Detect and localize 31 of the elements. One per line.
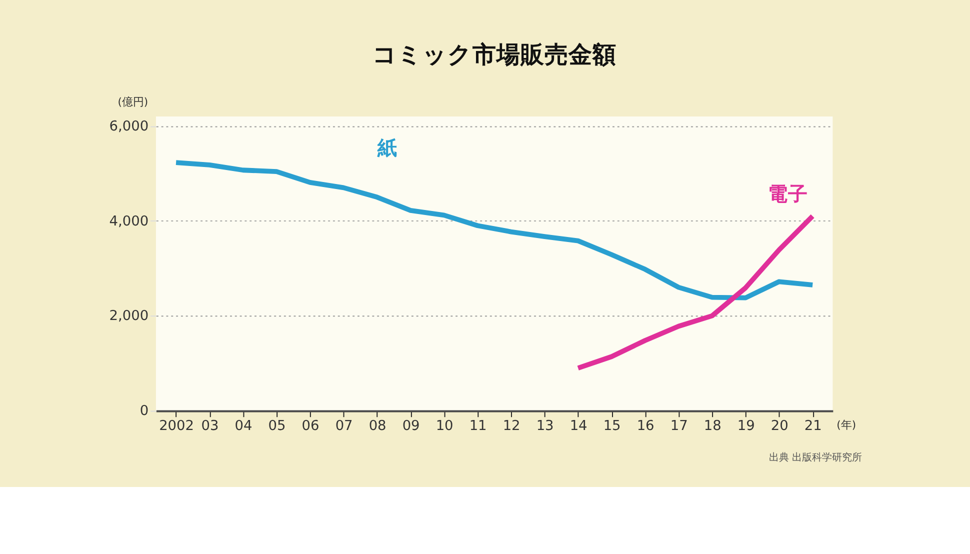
x-tick-label: 19 (737, 418, 755, 434)
x-tick-label: 12 (502, 418, 520, 434)
x-tick-label: 20 (770, 418, 788, 434)
x-tick-label: 11 (469, 418, 487, 434)
x-tick-label: 04 (234, 418, 252, 434)
x-tick-label: 06 (302, 418, 320, 434)
series-label: 電子 (768, 182, 808, 206)
x-tick-label: 21 (804, 418, 822, 434)
series-label: 紙 (376, 136, 398, 160)
source-note: 出典 出版科学研究所 (768, 452, 862, 464)
y-tick-label: 6,000 (109, 118, 149, 134)
x-axis-title: (年) (836, 418, 856, 432)
y-tick-label: 4,000 (109, 213, 149, 230)
y-axis-title: (億円) (118, 96, 148, 109)
x-tick-label: 05 (268, 418, 286, 434)
x-tick-label: 16 (636, 418, 654, 434)
x-tick-label: 08 (368, 418, 386, 434)
x-tick-label: 14 (570, 418, 588, 434)
x-tick-label: 17 (670, 418, 688, 434)
x-tick-label: 07 (335, 418, 353, 434)
x-tick-label: 10 (436, 418, 454, 434)
y-tick-label: 2,000 (109, 308, 149, 324)
line-series (576, 214, 816, 370)
y-tick-label: 0 (140, 403, 149, 420)
x-tick-label: 13 (536, 418, 554, 434)
x-tick-label: 18 (704, 418, 722, 434)
chart-title: コミック市場販売金額 (372, 40, 616, 69)
x-tick-label: 15 (603, 418, 621, 434)
x-tick-label: 09 (402, 418, 420, 434)
x-tick-label: 2002 (159, 418, 194, 434)
x-tick-label: 03 (201, 418, 219, 434)
